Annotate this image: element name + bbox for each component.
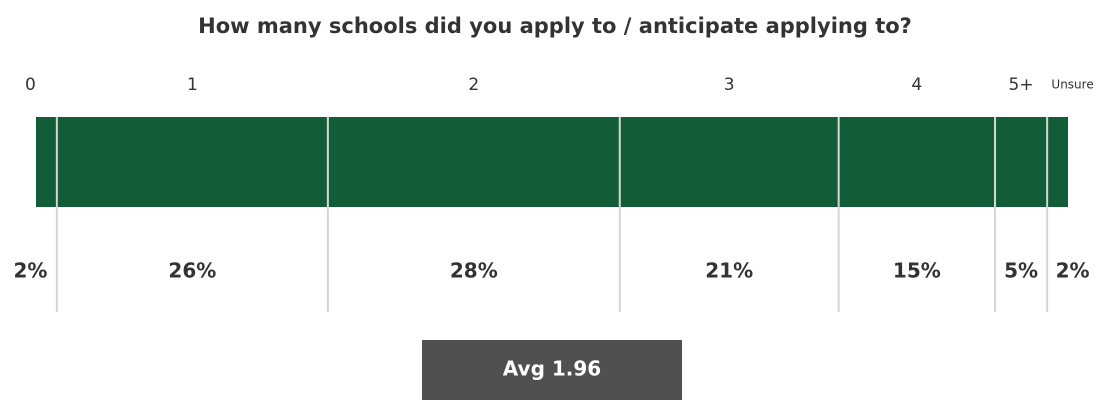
value-label: 28%	[450, 259, 498, 283]
bar-segment	[995, 117, 1048, 207]
category-label: 5+	[1009, 75, 1034, 95]
value-label: 2%	[13, 259, 47, 283]
average-box	[422, 340, 682, 400]
value-label: 26%	[168, 259, 216, 283]
bar-segment	[56, 117, 328, 207]
category-label: 2	[468, 75, 479, 95]
bar-segment	[327, 117, 620, 207]
value-label: 21%	[705, 259, 753, 283]
category-label: 1	[187, 75, 198, 95]
chart-title: How many schools did you apply to / anti…	[198, 14, 912, 38]
bar-segment	[838, 117, 996, 207]
category-label: Unsure	[1051, 78, 1093, 92]
category-label: 4	[911, 75, 922, 95]
value-label: 2%	[1056, 259, 1090, 283]
bar-segment	[619, 117, 839, 207]
category-label: 0	[25, 75, 36, 95]
bar-segment	[36, 117, 57, 207]
bar-segment	[1047, 117, 1068, 207]
value-label: 15%	[893, 259, 941, 283]
value-label: 5%	[1004, 259, 1038, 283]
average-label: Avg 1.96	[503, 357, 601, 381]
category-label: 3	[724, 75, 735, 95]
